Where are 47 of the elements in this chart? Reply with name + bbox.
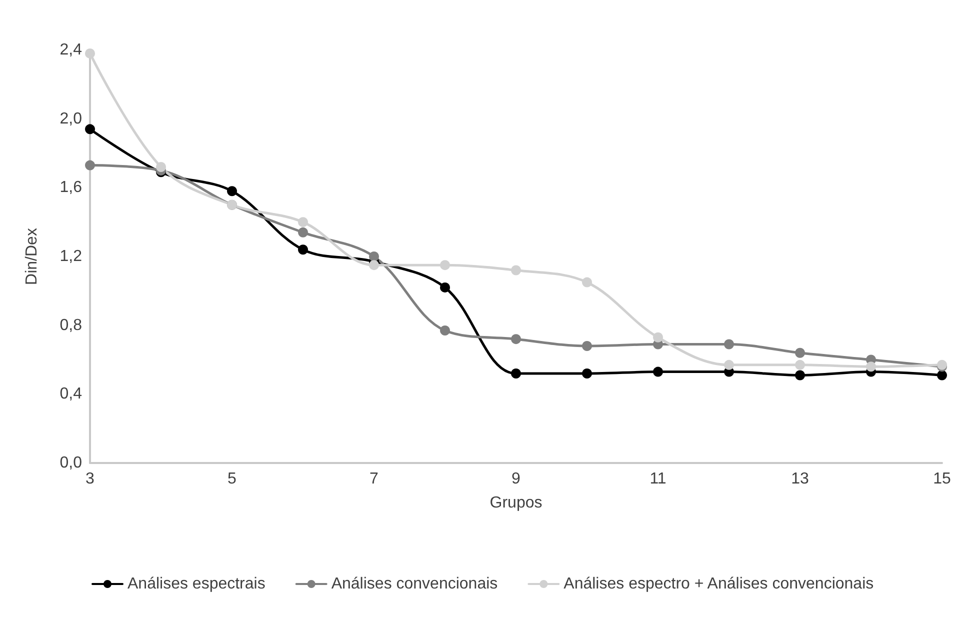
point	[298, 227, 308, 238]
point	[795, 370, 805, 380]
x-tick-label: 15	[933, 470, 951, 488]
y-tick-label: 2,0	[60, 110, 82, 128]
point	[85, 124, 95, 134]
x-tick-label: 13	[791, 470, 809, 488]
x-axis-title: Grupos	[490, 494, 542, 512]
point	[440, 260, 450, 270]
point	[85, 48, 95, 58]
y-tick-label: 0,4	[60, 386, 82, 403]
y-tick-label: 1,6	[60, 179, 82, 196]
y-tick-label: 0,0	[60, 454, 82, 472]
point	[724, 360, 734, 370]
point	[866, 362, 876, 372]
y-tick-label: 2,4	[60, 42, 82, 58]
y-tick-label: 0,8	[60, 316, 82, 334]
point	[653, 332, 663, 342]
point	[582, 340, 592, 351]
point	[511, 368, 521, 379]
legend-label: Análises espectro + Análises convencionais	[564, 576, 874, 592]
y-tick-label: 1,2	[60, 248, 82, 265]
point	[227, 186, 237, 196]
point	[156, 162, 166, 172]
point	[795, 360, 805, 370]
point	[369, 252, 379, 262]
point	[795, 348, 805, 358]
legend-label: Análises convencionais	[331, 576, 498, 592]
point	[724, 339, 734, 350]
point	[369, 260, 379, 270]
point	[85, 160, 95, 170]
point	[298, 244, 308, 255]
legend-label: Análises espectrais	[127, 576, 266, 592]
point	[937, 370, 947, 380]
point	[298, 217, 308, 228]
x-tick-label: 3	[86, 470, 95, 488]
point	[511, 265, 521, 276]
x-tick-label: 7	[370, 470, 379, 488]
point	[653, 366, 663, 377]
x-tick-label: 5	[228, 470, 237, 488]
point	[440, 282, 450, 292]
x-tick-label: 11	[650, 470, 666, 488]
y-axis-title: Din/Dex	[24, 228, 40, 285]
x-tick-label: 9	[512, 470, 521, 488]
point	[582, 368, 592, 379]
point	[511, 334, 521, 344]
point	[582, 277, 592, 288]
point	[440, 326, 450, 336]
